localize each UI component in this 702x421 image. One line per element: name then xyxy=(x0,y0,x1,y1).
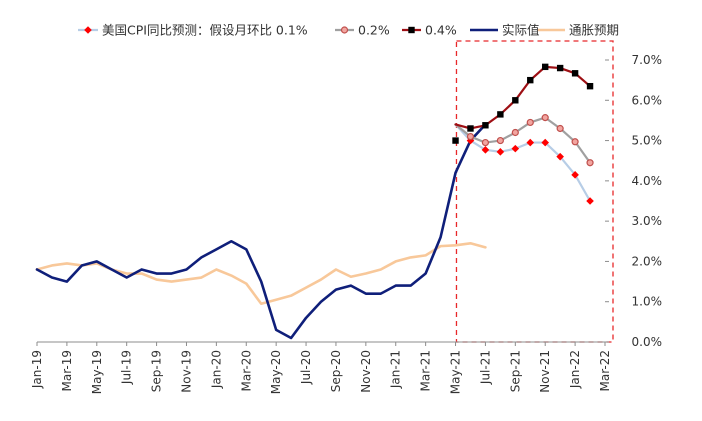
point-pred04 xyxy=(586,82,594,90)
point-pred04 xyxy=(512,97,519,104)
point-pred04 xyxy=(527,76,534,84)
x-tick-label: Nov-19 xyxy=(179,350,193,393)
point-pred02 xyxy=(541,114,549,122)
series-layer xyxy=(35,63,594,340)
point-pred01 xyxy=(466,136,475,145)
x-tick-label: Mar-19 xyxy=(60,350,74,391)
point-pred01 xyxy=(511,144,520,153)
point-pred04 xyxy=(467,125,474,132)
x-tick-label: May-21 xyxy=(449,350,463,394)
y-tick-label: 5.0% xyxy=(632,134,663,148)
legend-marker-pred01 xyxy=(84,26,92,34)
x-tick-label: Jul-19 xyxy=(120,350,134,385)
y-tick-label: 3.0% xyxy=(632,214,663,228)
y-tick-label: 6.0% xyxy=(632,93,663,107)
series-line-pred04 xyxy=(454,65,592,130)
x-tick-label: Jan-21 xyxy=(389,350,403,389)
point-pred01 xyxy=(556,152,564,161)
legend-label-pred01: 美国CPI同比预测：假设月环比 0.1% xyxy=(102,23,308,38)
x-tick-label: Sep-19 xyxy=(150,350,164,392)
x-tick-label: May-19 xyxy=(90,350,104,394)
y-tick-label: 7.0% xyxy=(632,53,663,67)
series-line-actual xyxy=(35,123,487,340)
x-tick-label: Mar-22 xyxy=(598,350,612,391)
y-tick-label: 1.0% xyxy=(632,295,663,309)
legend-marker-pred02 xyxy=(340,26,349,34)
x-tick-label: Jul-20 xyxy=(299,350,313,385)
x-tick-label: Jan-20 xyxy=(209,350,223,389)
point-actual-extra xyxy=(452,137,459,144)
point-pred02 xyxy=(481,138,490,147)
point-pred04 xyxy=(482,122,489,129)
x-tick-label: Nov-21 xyxy=(538,350,552,393)
point-pred01 xyxy=(526,138,535,147)
point-pred02 xyxy=(571,138,579,146)
point-pred04 xyxy=(497,111,504,118)
point-pred02 xyxy=(511,128,519,137)
x-tick-label: Mar-20 xyxy=(239,350,253,391)
x-tick-label: Nov-20 xyxy=(359,350,373,393)
series-line-pred02 xyxy=(454,116,592,164)
x-tick-label: Jan-22 xyxy=(568,350,582,389)
point-pred01 xyxy=(571,171,579,179)
legend-label-pred02: 0.2% xyxy=(358,23,390,38)
point-pred02 xyxy=(526,118,534,127)
point-pred02 xyxy=(496,136,504,145)
y-tick-label: 2.0% xyxy=(632,254,663,268)
point-pred04 xyxy=(542,63,549,71)
y-tick-label: 0.0% xyxy=(632,335,663,349)
series-line-expect xyxy=(35,242,487,306)
x-tick-label: Sep-21 xyxy=(508,350,522,392)
axis-layer: Jan-19 Mar-19 May-19 Jul-19 Sep-19 Nov-19 Jan-… xyxy=(30,53,662,394)
point-pred04 xyxy=(556,64,564,72)
x-tick-label: Mar-21 xyxy=(419,350,433,391)
point-pred02 xyxy=(586,159,594,167)
legend: 美国CPI同比预测：假设月环比 0.1% 0.2% 0.4% 实际值 通胀预期 xyxy=(78,23,619,38)
x-tick-label: Jul-21 xyxy=(478,350,492,385)
point-pred04 xyxy=(571,70,579,77)
x-tick-label: Jan-19 xyxy=(30,350,44,389)
legend-label-pred04: 0.4% xyxy=(425,23,457,38)
point-pred01 xyxy=(481,146,490,154)
legend-label-expect: 通胀预期 xyxy=(569,23,619,38)
point-pred01 xyxy=(586,197,594,205)
legend-marker-pred04 xyxy=(408,26,415,34)
legend-label-actual: 实际值 xyxy=(502,23,540,38)
point-pred01 xyxy=(541,138,550,147)
series-line-pred01 xyxy=(454,123,592,203)
x-tick-label: Sep-20 xyxy=(329,350,343,392)
x-tick-label: May-20 xyxy=(269,350,283,394)
y-tick-label: 4.0% xyxy=(632,174,663,188)
point-pred02 xyxy=(556,124,564,133)
point-pred02 xyxy=(466,132,475,141)
point-pred01 xyxy=(496,148,505,156)
